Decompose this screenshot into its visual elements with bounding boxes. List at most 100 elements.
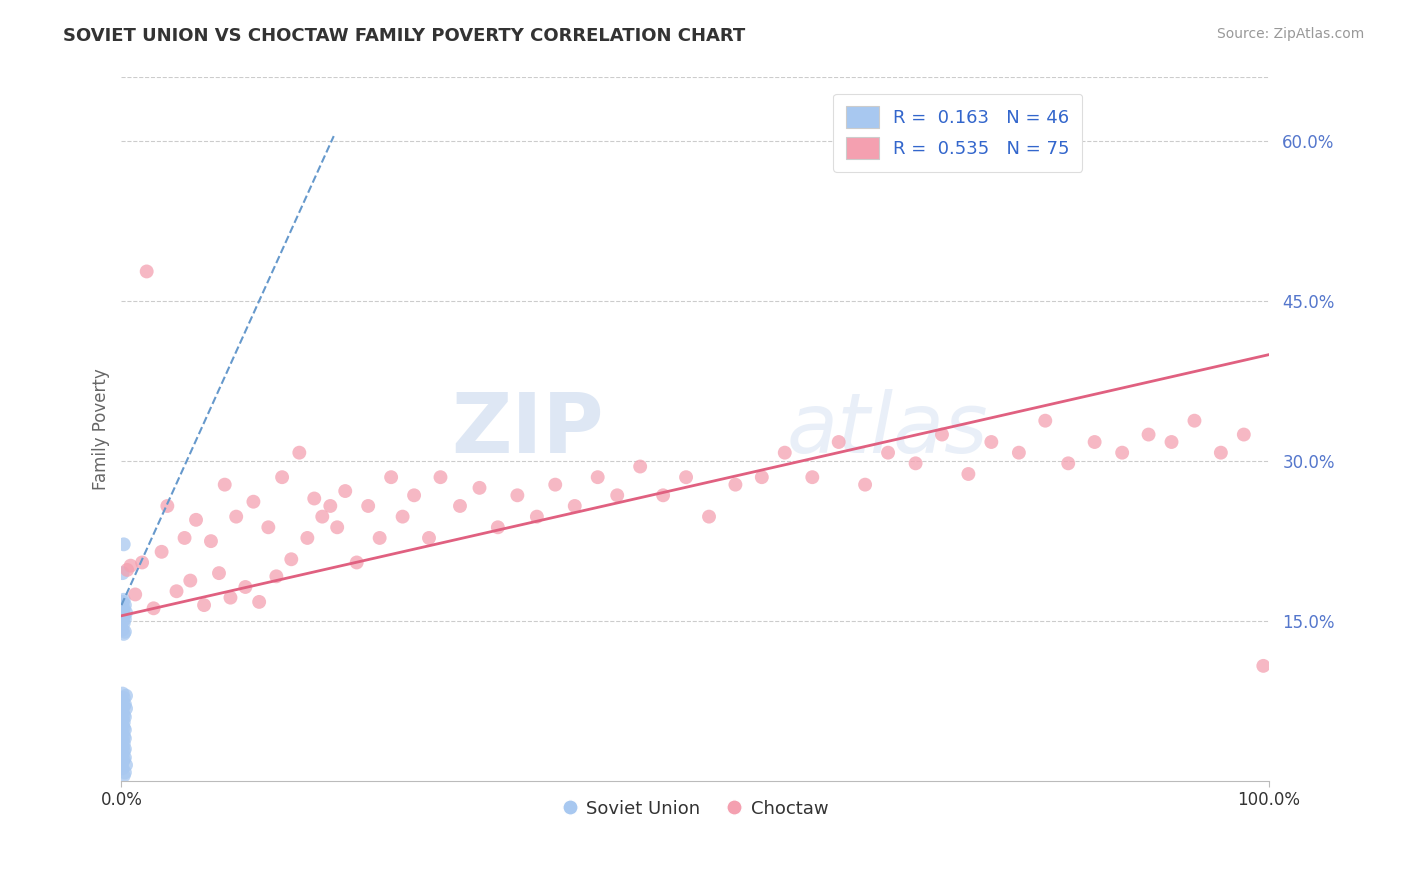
Point (980, 435, 1002, 450)
Point (828, 435, 851, 450)
Point (184, 513, 207, 527)
Point (115, 606, 138, 620)
Y-axis label: Family Poverty: Family Poverty (93, 368, 110, 490)
Point (111, 747, 134, 762)
Point (112, 690, 135, 705)
Point (853, 477, 876, 491)
Point (120, 558, 142, 573)
Point (112, 744, 135, 758)
Point (115, 758, 138, 772)
Point (606, 488, 628, 502)
Text: Source: ZipAtlas.com: Source: ZipAtlas.com (1216, 27, 1364, 41)
Point (544, 477, 567, 491)
Point (877, 445, 900, 459)
Point (114, 750, 136, 764)
Point (1137, 427, 1160, 442)
Point (114, 624, 136, 639)
Point (675, 470, 697, 484)
Point (135, 264, 157, 278)
Point (931, 427, 953, 442)
Point (193, 598, 215, 612)
Point (311, 509, 333, 524)
Point (112, 592, 135, 607)
Point (335, 483, 357, 498)
Point (111, 761, 134, 775)
Point (1057, 456, 1080, 470)
Point (652, 488, 675, 502)
Point (111, 755, 134, 769)
Point (111, 614, 134, 628)
Point (114, 612, 136, 626)
Point (1084, 435, 1107, 450)
Point (111, 712, 134, 726)
Point (751, 470, 773, 484)
Point (111, 733, 134, 747)
Point (235, 580, 257, 594)
Point (219, 591, 242, 605)
Point (112, 537, 135, 551)
Point (247, 595, 270, 609)
Point (1253, 658, 1275, 673)
Point (449, 499, 471, 513)
Point (111, 705, 134, 719)
Point (214, 477, 236, 491)
Point (114, 598, 136, 612)
Point (724, 477, 747, 491)
Point (111, 603, 134, 617)
Point (111, 718, 134, 732)
Point (271, 470, 294, 484)
Point (586, 470, 609, 484)
Point (357, 499, 380, 513)
Point (1008, 445, 1031, 459)
Point (773, 445, 796, 459)
Point (506, 488, 529, 502)
Point (225, 509, 247, 524)
Point (112, 616, 135, 631)
Point (368, 531, 391, 545)
Point (114, 742, 136, 756)
Point (112, 721, 135, 735)
Point (319, 499, 342, 513)
Point (208, 566, 231, 581)
Point (526, 509, 548, 524)
Point (1209, 445, 1232, 459)
Point (115, 563, 138, 577)
Point (628, 459, 651, 474)
Legend: Soviet Union, Choctaw: Soviet Union, Choctaw (555, 792, 835, 825)
Point (112, 601, 135, 615)
Point (112, 608, 135, 623)
Point (904, 456, 927, 470)
Point (418, 531, 440, 545)
Point (111, 566, 134, 581)
Point (173, 531, 195, 545)
Point (564, 499, 586, 513)
Text: ZIP: ZIP (451, 389, 603, 470)
Point (111, 623, 134, 637)
Point (112, 737, 135, 751)
Point (1033, 414, 1056, 428)
Point (346, 556, 368, 570)
Point (280, 552, 302, 566)
Point (115, 689, 138, 703)
Point (111, 595, 134, 609)
Point (114, 698, 136, 712)
Point (114, 710, 136, 724)
Point (114, 765, 136, 780)
Point (1184, 414, 1206, 428)
Point (404, 488, 426, 502)
Point (111, 739, 134, 754)
Point (124, 587, 146, 601)
Point (131, 556, 153, 570)
Point (112, 769, 135, 783)
Point (112, 707, 135, 722)
Point (242, 494, 264, 508)
Point (111, 687, 134, 701)
Point (112, 699, 135, 714)
Point (380, 470, 402, 484)
Point (142, 601, 165, 615)
Point (801, 470, 824, 484)
Point (111, 694, 134, 708)
Point (112, 729, 135, 743)
Point (112, 627, 135, 641)
Point (1111, 445, 1133, 459)
